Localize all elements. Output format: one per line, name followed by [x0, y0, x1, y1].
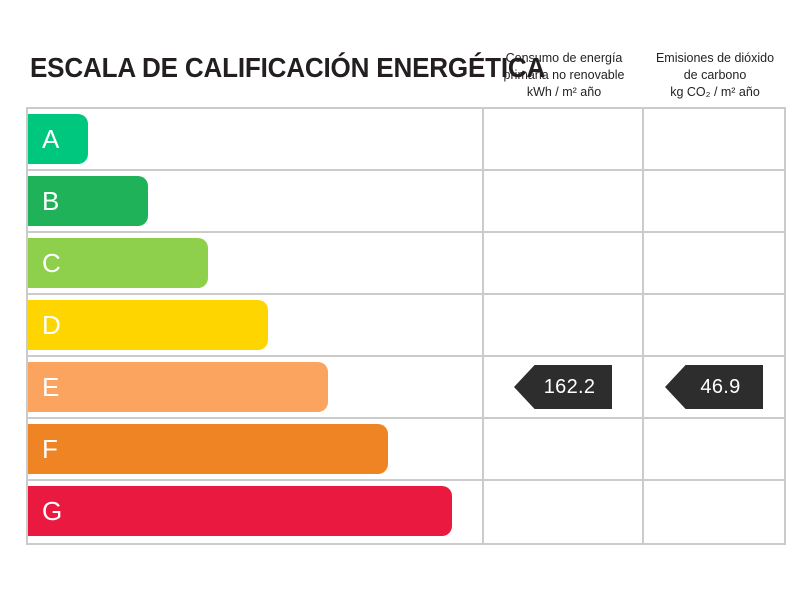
consumo-cell-g [484, 481, 644, 543]
table-row-c: C [28, 233, 784, 295]
emisiones-cell-c [644, 233, 784, 293]
rating-bar-e: E [28, 362, 328, 412]
consumo-value-tag: 162.2 [514, 365, 612, 409]
table-row-e: E 162.2 46.9 [28, 357, 784, 419]
bar-cell: D [28, 295, 484, 355]
emisiones-cell-g [644, 481, 784, 543]
rating-bar-a: A [28, 114, 88, 164]
bar-letter-f: F [42, 433, 58, 464]
consumo-cell-c [484, 233, 644, 293]
bar-letter-c: C [42, 247, 61, 278]
table-row-d: D [28, 295, 784, 357]
rating-bar-c: C [28, 238, 208, 288]
rating-bar-g: G [28, 486, 452, 536]
consumo-cell-f [484, 419, 644, 479]
rating-bar-d: D [28, 300, 268, 350]
consumo-value: 162.2 [543, 375, 596, 398]
bar-letter-a: A [42, 123, 60, 154]
emisiones-cell-a [644, 109, 784, 169]
consumo-cell-a [484, 109, 644, 169]
bar-cell: E [28, 357, 484, 417]
table-row-b: B [28, 171, 784, 233]
bar-cell: F [28, 419, 484, 479]
emisiones-value-tag: 46.9 [665, 365, 763, 409]
table-row-f: F [28, 419, 784, 481]
emisiones-value: 46.9 [700, 375, 741, 398]
consumo-cell-e: 162.2 [484, 357, 644, 417]
column-header-emisiones: Emisiones de dióxido de carbono kg CO₂ /… [655, 51, 775, 99]
bar-cell: C [28, 233, 484, 293]
emisiones-cell-f [644, 419, 784, 479]
rating-bar-f: F [28, 424, 388, 474]
consumo-cell-b [484, 171, 644, 231]
bar-letter-g: G [42, 495, 63, 526]
bar-letter-b: B [42, 185, 60, 216]
emisiones-cell-d [644, 295, 784, 355]
emisiones-cell-e: 46.9 [644, 357, 784, 417]
page-title: ESCALA DE CALIFICACIÓN ENERGÉTICA [30, 52, 546, 83]
column-header-consumo: Consumo de energía primaria no renovable… [503, 51, 625, 99]
bar-letter-e: E [42, 371, 60, 402]
bar-cell: G [28, 481, 484, 543]
bar-cell: A [28, 109, 484, 169]
rating-table: A B C [26, 107, 786, 545]
bar-cell: B [28, 171, 484, 231]
table-row-a: A [28, 109, 784, 171]
emisiones-cell-b [644, 171, 784, 231]
bar-letter-d: D [42, 309, 61, 340]
rating-bar-b: B [28, 176, 148, 226]
table-row-g: G [28, 481, 784, 543]
consumo-cell-d [484, 295, 644, 355]
